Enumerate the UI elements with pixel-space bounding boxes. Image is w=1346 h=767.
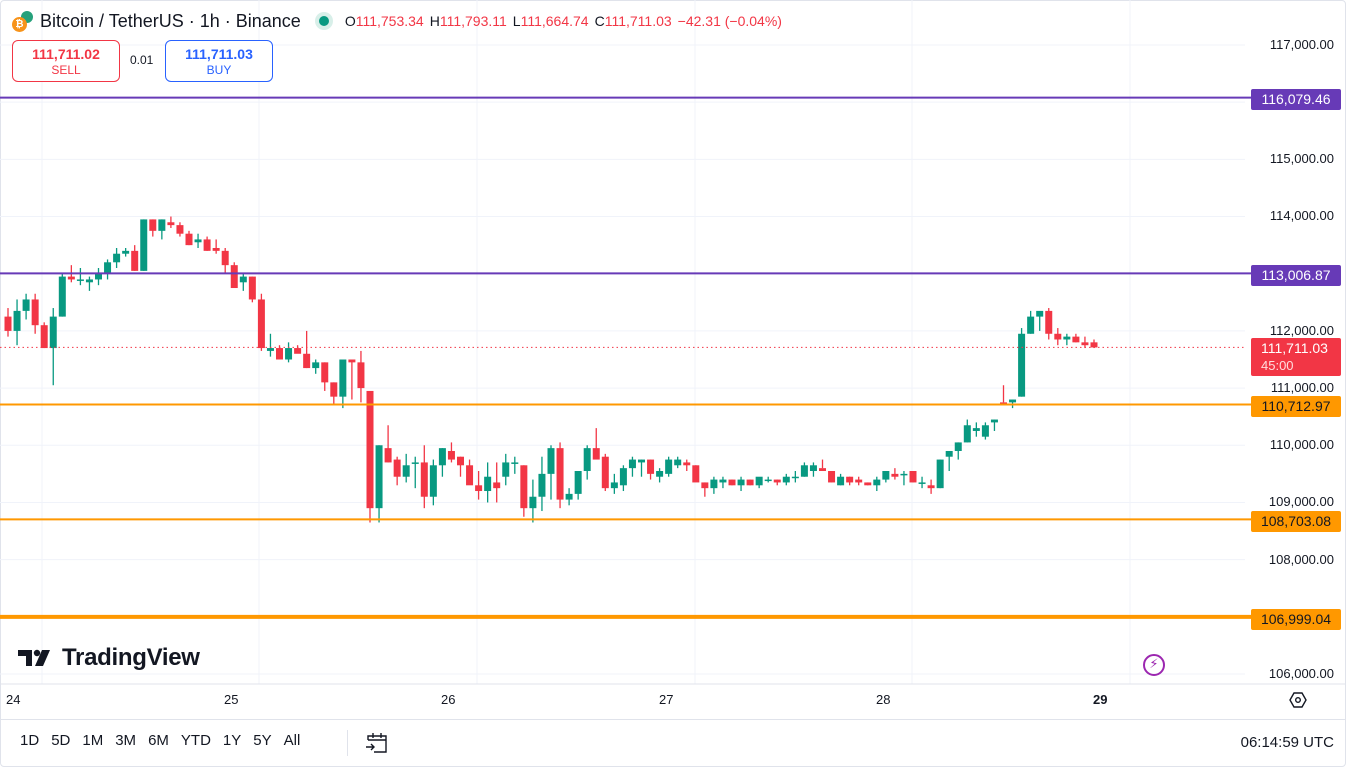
settings-icon[interactable] <box>1288 690 1308 714</box>
support-2-tag[interactable]: 108,703.08 <box>1251 511 1341 532</box>
range-5d-button[interactable]: 5D <box>51 732 71 749</box>
buy-button[interactable]: 111,711.03 BUY <box>165 40 273 82</box>
range-all-button[interactable]: All <box>283 732 301 749</box>
price-tick: 114,000.00 <box>1269 208 1334 223</box>
resistance-high-tag[interactable]: 116,079.46 <box>1251 89 1341 110</box>
high-value: 111,793.11 <box>439 13 507 29</box>
price-tick: 108,000.00 <box>1268 552 1334 567</box>
close-value: 111,711.03 <box>604 13 672 29</box>
lightning-icon[interactable]: ⚡ <box>1143 654 1165 676</box>
price-tick: 117,000.00 <box>1269 37 1334 52</box>
price-tick: 112,000.00 <box>1269 323 1334 338</box>
sell-label: SELL <box>51 63 81 77</box>
low-value: 111,664.74 <box>520 13 589 29</box>
range-buttons: 1D 5D 1M 3M 6M YTD 1Y 5Y All <box>14 732 306 749</box>
range-1m-button[interactable]: 1M <box>82 732 104 749</box>
range-5y-button[interactable]: 5Y <box>253 732 272 749</box>
symbol-title[interactable]: Bitcoin / TetherUS · 1h · Binance <box>40 10 301 31</box>
price-tick: 111,000.00 <box>1270 380 1334 395</box>
time-tick: 28 <box>876 692 891 707</box>
sell-price: 111,711.02 <box>32 46 100 62</box>
time-tick: 24 <box>6 692 21 707</box>
change-value: −42.31 (−0.04%) <box>677 13 782 29</box>
range-1d-button[interactable]: 1D <box>20 732 40 749</box>
time-tick: 27 <box>659 692 674 707</box>
tradingview-logo[interactable]: TradingView <box>16 644 200 672</box>
sell-button[interactable]: 111,711.02 SELL <box>12 40 120 82</box>
buy-price: 111,711.03 <box>185 46 253 62</box>
range-6m-button[interactable]: 6M <box>148 732 169 749</box>
chart-header: ₿ Bitcoin / TetherUS · 1h · Binance O111… <box>12 9 782 33</box>
market-open-status-icon[interactable] <box>314 12 333 30</box>
toolbar-divider <box>347 730 348 756</box>
open-value: 111,753.34 <box>355 13 424 29</box>
utc-clock[interactable]: 06:14:59 UTC <box>1240 734 1334 751</box>
buy-label: BUY <box>206 63 232 77</box>
tradingview-mark-icon <box>18 649 50 666</box>
ohlc-values: O111,753.34 H111,793.11 L111,664.74 C111… <box>344 13 782 29</box>
bar-countdown: 45:00 <box>1261 358 1294 373</box>
current-price: 111,711.03 <box>1261 340 1328 356</box>
bottom-toolbar: 1D 5D 1M 3M 6M YTD 1Y 5Y All 06:14:59 UT… <box>0 719 1346 766</box>
range-3m-button[interactable]: 3M <box>115 732 137 749</box>
time-tick: 26 <box>441 692 456 707</box>
price-tick: 109,000.00 <box>1268 494 1334 509</box>
time-tick: 25 <box>224 692 239 707</box>
bitcoin-tether-icon: ₿ <box>12 10 34 32</box>
resistance-mid-tag[interactable]: 113,006.87 <box>1251 265 1341 286</box>
price-tick: 106,000.00 <box>1268 666 1334 681</box>
price-tick: 115,000.00 <box>1269 151 1334 166</box>
go-to-date-calendar-icon[interactable] <box>364 730 390 760</box>
price-tick: 110,000.00 <box>1269 437 1334 452</box>
support-1-tag[interactable]: 110,712.97 <box>1251 396 1341 417</box>
spread-value: 0.01 <box>130 53 154 67</box>
time-tick: 29 <box>1093 692 1108 707</box>
range-ytd-button[interactable]: YTD <box>180 732 211 749</box>
range-1y-button[interactable]: 1Y <box>222 732 242 749</box>
current-price-tag: 111,711.03 45:00 <box>1251 338 1341 376</box>
support-3-tag[interactable]: 106,999.04 <box>1251 609 1341 630</box>
